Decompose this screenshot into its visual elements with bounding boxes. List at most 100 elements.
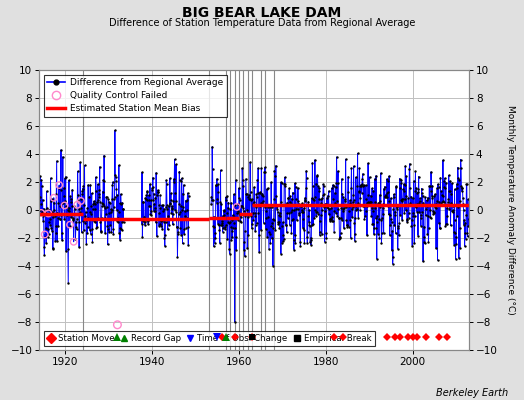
Point bbox=[179, 182, 188, 188]
Point bbox=[453, 212, 462, 219]
Point bbox=[102, 194, 111, 200]
Point bbox=[61, 174, 70, 180]
Point bbox=[59, 185, 68, 191]
Point bbox=[404, 195, 412, 201]
Point bbox=[165, 201, 173, 208]
Point bbox=[219, 212, 227, 219]
Point bbox=[364, 192, 372, 198]
Point bbox=[61, 198, 70, 204]
Point bbox=[366, 192, 375, 199]
Point bbox=[388, 261, 397, 267]
Point bbox=[57, 186, 65, 193]
Point bbox=[441, 175, 449, 181]
Point bbox=[159, 215, 168, 222]
Point bbox=[418, 209, 427, 215]
Point bbox=[310, 215, 319, 222]
Point bbox=[350, 163, 358, 169]
Point bbox=[230, 220, 238, 226]
Point bbox=[180, 230, 188, 237]
Point bbox=[286, 199, 294, 206]
Point bbox=[79, 186, 87, 192]
Point bbox=[317, 200, 325, 206]
Point bbox=[117, 227, 126, 233]
Point bbox=[52, 158, 61, 164]
Point bbox=[243, 206, 251, 213]
Point bbox=[321, 203, 330, 210]
Point bbox=[78, 191, 86, 198]
Point bbox=[246, 196, 254, 202]
Point bbox=[451, 229, 460, 236]
Point bbox=[412, 185, 420, 191]
Point bbox=[347, 185, 355, 191]
Point bbox=[66, 223, 74, 230]
Point bbox=[263, 234, 271, 240]
Point bbox=[277, 198, 286, 205]
Point bbox=[241, 213, 249, 219]
Point bbox=[308, 160, 316, 166]
Point bbox=[163, 226, 172, 232]
Point bbox=[334, 168, 342, 174]
Point bbox=[233, 210, 242, 216]
Point bbox=[74, 205, 83, 212]
Point bbox=[324, 188, 333, 194]
Point bbox=[100, 203, 108, 209]
Point bbox=[266, 231, 274, 238]
Point bbox=[346, 200, 355, 206]
Point bbox=[182, 225, 190, 231]
Point bbox=[384, 203, 392, 210]
Point bbox=[148, 184, 156, 191]
Point bbox=[385, 197, 394, 204]
Point bbox=[408, 217, 416, 223]
Point bbox=[90, 218, 99, 224]
Point bbox=[42, 206, 51, 212]
Point bbox=[233, 200, 242, 207]
Point bbox=[223, 193, 231, 199]
Point bbox=[444, 199, 452, 206]
Point bbox=[67, 214, 75, 220]
Point bbox=[172, 161, 180, 168]
Point bbox=[379, 230, 388, 236]
Point bbox=[406, 199, 414, 206]
Point bbox=[377, 240, 386, 246]
Point bbox=[397, 176, 405, 183]
Point bbox=[46, 175, 54, 181]
Point bbox=[330, 208, 339, 214]
Point bbox=[67, 196, 75, 203]
Point bbox=[291, 183, 300, 190]
Point bbox=[325, 216, 334, 222]
Point bbox=[394, 225, 402, 232]
Point bbox=[329, 182, 337, 188]
Point bbox=[307, 235, 315, 241]
Point bbox=[460, 217, 468, 223]
Point bbox=[87, 210, 95, 217]
Point bbox=[298, 207, 306, 214]
Point bbox=[400, 182, 409, 188]
Point bbox=[440, 199, 448, 205]
Point bbox=[367, 213, 376, 220]
Point bbox=[174, 229, 182, 235]
Point bbox=[436, 174, 444, 181]
Point bbox=[429, 211, 438, 218]
Point bbox=[239, 208, 248, 214]
Point bbox=[179, 204, 188, 210]
Point bbox=[317, 196, 325, 202]
Point bbox=[281, 222, 290, 228]
Point bbox=[42, 188, 51, 194]
Point bbox=[457, 164, 465, 171]
Point bbox=[303, 229, 312, 235]
Point bbox=[236, 212, 244, 218]
Point bbox=[365, 174, 374, 180]
Point bbox=[234, 217, 242, 223]
Point bbox=[91, 201, 99, 207]
Point bbox=[451, 256, 460, 262]
Point bbox=[336, 234, 344, 241]
Point bbox=[275, 224, 283, 231]
Point bbox=[358, 170, 367, 177]
Point bbox=[352, 202, 361, 209]
Point bbox=[166, 200, 174, 206]
Point bbox=[115, 200, 124, 207]
Point bbox=[77, 205, 85, 211]
Point bbox=[449, 203, 457, 209]
Point bbox=[295, 210, 303, 216]
Point bbox=[248, 210, 257, 216]
